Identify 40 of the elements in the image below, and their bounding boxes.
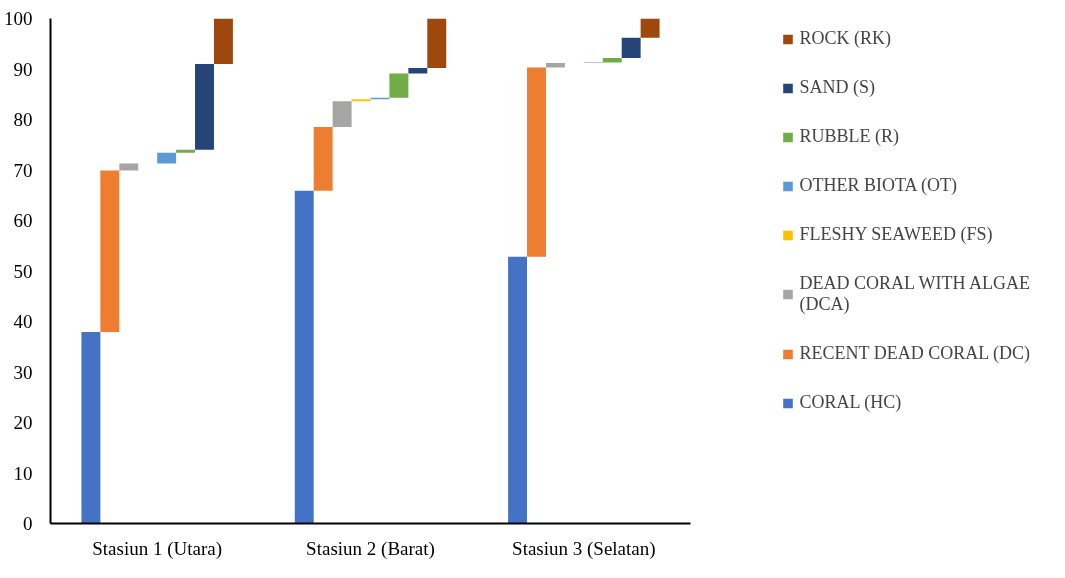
bar (100, 170, 120, 333)
bar (81, 332, 101, 524)
y-tick-label: 30 (13, 361, 33, 383)
y-tick-label: 70 (13, 159, 33, 181)
bar (621, 37, 641, 58)
legend-label: ROCK (RK) (799, 28, 892, 49)
bar (408, 67, 428, 74)
bar (508, 256, 528, 524)
legend-label: RUBBLE (R) (799, 126, 900, 147)
bar (332, 101, 352, 128)
bar (640, 18, 660, 38)
bar (351, 99, 371, 102)
x-tick-label: Stasiun 1 (Utara) (92, 537, 223, 560)
legend-label: CORAL (HC) (799, 392, 902, 413)
bar (213, 18, 233, 64)
legend-label: RECENT DEAD CORAL (DC) (799, 343, 1030, 364)
y-tick-label: 50 (13, 260, 33, 282)
y-tick-label: 40 (13, 311, 33, 332)
bar (527, 67, 546, 257)
y-tick-label: 90 (13, 58, 33, 80)
legend-label: FLESHY SEAWEED (FS) (799, 224, 993, 245)
bar (427, 18, 447, 68)
y-tick-label: 80 (13, 109, 33, 130)
y-tick-label: 60 (13, 210, 33, 231)
legend-label: SAND (S) (799, 77, 876, 98)
bar (294, 190, 314, 524)
x-tick-label: Stasiun 2 (Barat) (306, 537, 435, 560)
bar (176, 149, 196, 153)
bar (195, 63, 214, 150)
y-tick-label: 20 (13, 412, 33, 433)
bar (157, 152, 177, 164)
x-tick-label: Stasiun 3 (Selatan) (512, 537, 656, 560)
bar (313, 127, 333, 191)
legend-label: OTHER BIOTA (OT) (799, 175, 958, 196)
bar (119, 163, 139, 171)
legend-label: DEAD CORAL WITH ALGAE (DCA) (799, 273, 1030, 315)
bar (389, 73, 409, 98)
y-tick-label: 10 (13, 462, 33, 484)
y-tick-label: 0 (23, 513, 33, 534)
y-tick-label: 100 (4, 8, 33, 29)
